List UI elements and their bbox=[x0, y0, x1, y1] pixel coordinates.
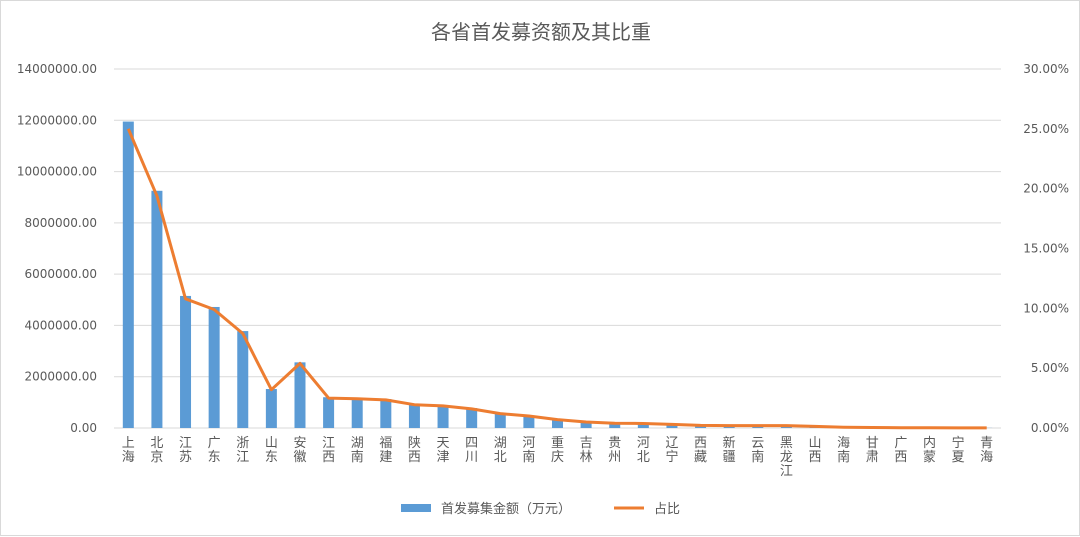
category-label: 天津 bbox=[437, 436, 450, 465]
category-label: 青海 bbox=[980, 436, 993, 465]
bar bbox=[294, 362, 305, 428]
category-label: 广西 bbox=[894, 436, 907, 465]
category-label: 甘肃 bbox=[866, 436, 879, 465]
category-axis: 上海北京江苏广东浙江山东安徽江西湖南福建陕西天津四川湖北河南重庆吉林贵州河北辽宁… bbox=[122, 435, 993, 479]
right-tick-label: 5.00% bbox=[1031, 361, 1069, 375]
share-line bbox=[128, 129, 986, 428]
category-label: 内蒙 bbox=[923, 435, 936, 465]
category-label: 河南 bbox=[522, 436, 535, 465]
category-label: 辽宁 bbox=[665, 436, 678, 465]
left-tick-label: 12000000.00 bbox=[17, 113, 97, 127]
right-y-axis: 0.00% 5.00% 10.00% 15.00% 20.00% 25.00% 30.00% bbox=[1023, 62, 1069, 435]
bar bbox=[266, 389, 277, 428]
category-label: 黑龙江 bbox=[780, 436, 793, 479]
category-label: 北京 bbox=[150, 436, 163, 465]
bar bbox=[438, 405, 449, 428]
category-label: 江苏 bbox=[179, 436, 192, 465]
category-label: 福建 bbox=[379, 436, 392, 465]
category-label: 新疆 bbox=[723, 435, 736, 465]
category-label: 云南 bbox=[751, 436, 764, 465]
legend: 首发募集金额（万元） 占比 bbox=[401, 501, 680, 517]
category-label: 重庆 bbox=[551, 435, 564, 465]
bar bbox=[151, 191, 162, 428]
bar-series bbox=[123, 122, 992, 428]
category-label: 贵州 bbox=[608, 436, 621, 465]
bar bbox=[323, 397, 334, 428]
category-label: 广东 bbox=[208, 436, 221, 465]
bar bbox=[180, 296, 191, 428]
left-tick-label: 8000000.00 bbox=[24, 216, 97, 230]
left-tick-label: 6000000.00 bbox=[24, 267, 97, 281]
category-label: 吉林 bbox=[580, 436, 593, 465]
bar bbox=[380, 399, 391, 428]
left-tick-label: 14000000.00 bbox=[17, 62, 97, 76]
left-tick-label: 2000000.00 bbox=[24, 370, 97, 384]
legend-line-label: 占比 bbox=[654, 502, 680, 517]
category-label: 西藏 bbox=[694, 436, 707, 465]
left-y-axis: 0.00 2000000.00 4000000.00 6000000.00 800000… bbox=[17, 62, 97, 435]
category-label: 浙江 bbox=[236, 436, 249, 465]
line-series bbox=[128, 129, 986, 428]
right-tick-label: 15.00% bbox=[1023, 242, 1069, 256]
right-tick-label: 20.00% bbox=[1023, 182, 1069, 196]
right-tick-label: 30.00% bbox=[1023, 62, 1069, 76]
category-label: 安徽 bbox=[293, 436, 306, 465]
bar bbox=[409, 404, 420, 428]
right-tick-label: 0.00% bbox=[1031, 421, 1069, 435]
right-tick-label: 10.00% bbox=[1023, 301, 1069, 315]
category-label: 河北 bbox=[637, 436, 650, 465]
category-label: 宁夏 bbox=[952, 435, 965, 465]
left-tick-label: 10000000.00 bbox=[17, 165, 97, 179]
legend-bar-label: 首发募集金额（万元） bbox=[441, 501, 571, 517]
category-label: 四川 bbox=[465, 436, 478, 465]
category-label: 山西 bbox=[809, 436, 822, 465]
bar bbox=[237, 331, 248, 428]
right-tick-label: 25.00% bbox=[1023, 122, 1069, 136]
category-label: 湖南 bbox=[351, 436, 364, 465]
left-tick-label: 4000000.00 bbox=[24, 318, 97, 332]
bar bbox=[209, 307, 220, 428]
left-tick-label: 0.00 bbox=[70, 421, 97, 435]
category-label: 山东 bbox=[265, 436, 278, 465]
category-label: 陕西 bbox=[408, 436, 421, 465]
legend-bar-swatch bbox=[401, 504, 431, 512]
category-label: 上海 bbox=[122, 436, 135, 465]
category-label: 江西 bbox=[322, 436, 335, 465]
bar bbox=[352, 398, 363, 428]
category-label: 湖北 bbox=[494, 436, 507, 465]
category-label: 海南 bbox=[837, 436, 850, 465]
chart-title: 各省首发募资额及其比重 bbox=[431, 20, 651, 44]
bar bbox=[123, 122, 134, 428]
